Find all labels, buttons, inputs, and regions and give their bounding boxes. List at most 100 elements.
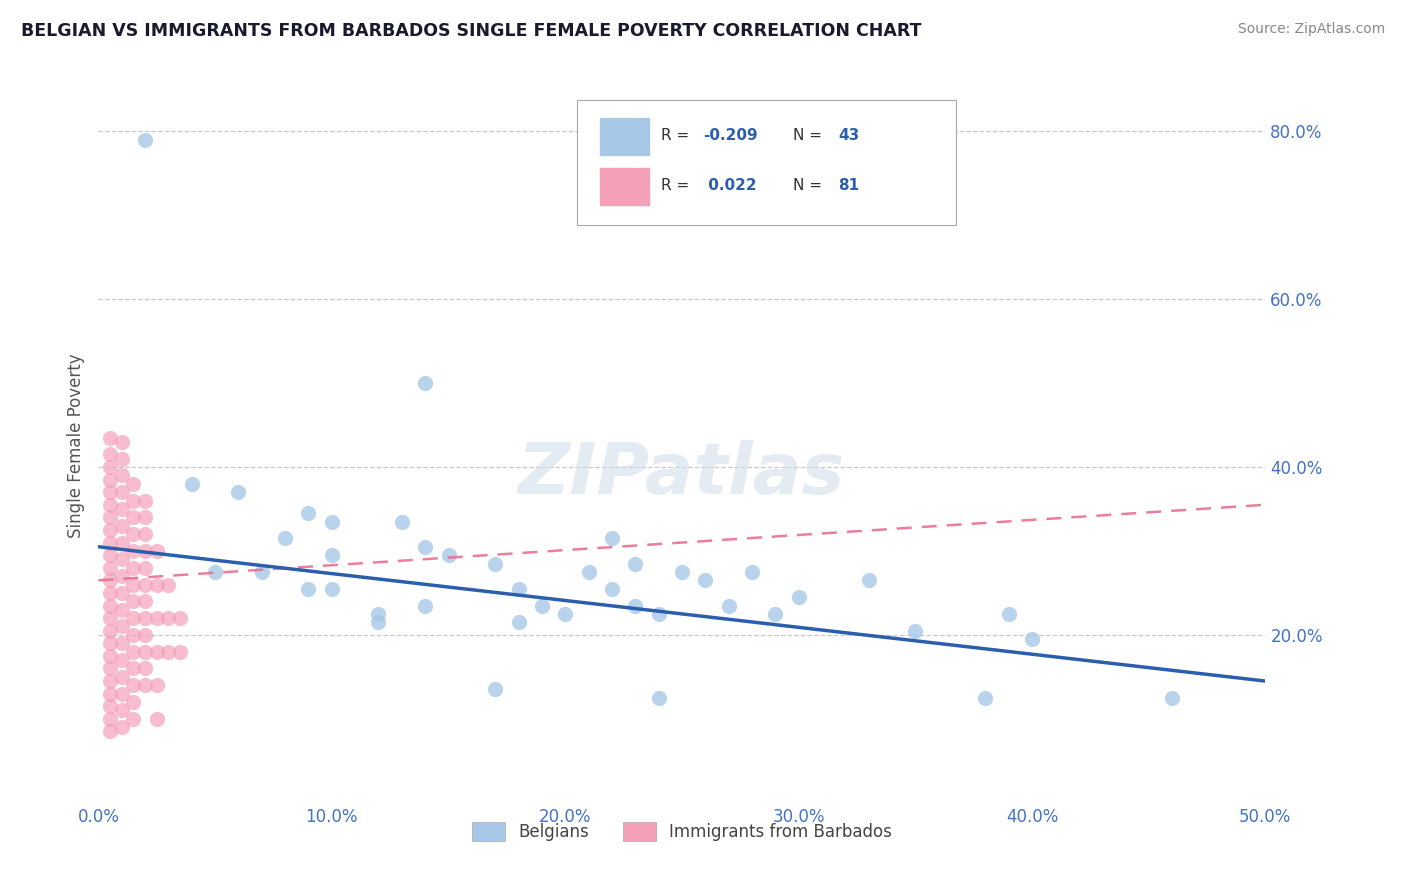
Point bbox=[122, 695, 145, 709]
Point bbox=[134, 132, 156, 146]
Point bbox=[111, 619, 134, 633]
Point bbox=[624, 557, 647, 571]
Point bbox=[98, 485, 121, 500]
Point bbox=[98, 661, 121, 675]
Point bbox=[111, 569, 134, 583]
Text: N =: N = bbox=[793, 178, 821, 193]
Point bbox=[146, 577, 169, 591]
Point bbox=[122, 661, 145, 675]
Point bbox=[1161, 690, 1184, 705]
Point bbox=[134, 493, 156, 508]
Point bbox=[98, 724, 121, 739]
Point bbox=[111, 720, 134, 734]
Point bbox=[600, 582, 623, 596]
Point bbox=[437, 548, 460, 562]
Point bbox=[134, 678, 156, 692]
Legend: Belgians, Immigrants from Barbados: Belgians, Immigrants from Barbados bbox=[465, 815, 898, 848]
Point bbox=[111, 703, 134, 717]
Point bbox=[134, 628, 156, 642]
Point bbox=[297, 582, 319, 596]
Point bbox=[695, 574, 717, 588]
Point bbox=[111, 518, 134, 533]
Point bbox=[122, 510, 145, 524]
Point bbox=[204, 565, 226, 579]
Point bbox=[111, 636, 134, 650]
Point bbox=[169, 611, 191, 625]
Point bbox=[508, 615, 530, 630]
Point bbox=[122, 493, 145, 508]
Point bbox=[321, 515, 343, 529]
Point bbox=[146, 678, 169, 692]
Point bbox=[98, 510, 121, 524]
Point bbox=[122, 560, 145, 574]
Point bbox=[111, 653, 134, 667]
Point bbox=[111, 552, 134, 566]
Point bbox=[997, 607, 1019, 621]
Point bbox=[111, 434, 134, 449]
Point bbox=[858, 574, 880, 588]
Point bbox=[98, 473, 121, 487]
Point bbox=[647, 690, 669, 705]
Point bbox=[157, 611, 180, 625]
Point bbox=[98, 447, 121, 461]
Point bbox=[98, 648, 121, 663]
Point bbox=[578, 565, 600, 579]
Point bbox=[484, 682, 506, 697]
Point bbox=[274, 532, 297, 546]
Point bbox=[98, 712, 121, 726]
Point bbox=[146, 645, 169, 659]
Point bbox=[134, 577, 156, 591]
Point bbox=[134, 510, 156, 524]
Point bbox=[413, 599, 436, 613]
Point bbox=[111, 502, 134, 516]
Point bbox=[122, 712, 145, 726]
Point bbox=[122, 544, 145, 558]
FancyBboxPatch shape bbox=[576, 100, 956, 225]
Point bbox=[146, 611, 169, 625]
Point bbox=[321, 582, 343, 596]
Point bbox=[974, 690, 997, 705]
Point bbox=[98, 687, 121, 701]
Point bbox=[600, 532, 623, 546]
Point bbox=[297, 506, 319, 520]
Point bbox=[134, 661, 156, 675]
Point bbox=[122, 476, 145, 491]
Point bbox=[671, 565, 693, 579]
Point bbox=[146, 712, 169, 726]
Text: -0.209: -0.209 bbox=[703, 128, 758, 143]
Point bbox=[647, 607, 669, 621]
FancyBboxPatch shape bbox=[600, 118, 650, 155]
Text: Source: ZipAtlas.com: Source: ZipAtlas.com bbox=[1237, 22, 1385, 37]
Text: R =: R = bbox=[661, 128, 689, 143]
Point bbox=[98, 599, 121, 613]
Point bbox=[787, 590, 810, 604]
Point bbox=[624, 599, 647, 613]
Point bbox=[250, 565, 273, 579]
Text: 81: 81 bbox=[838, 178, 859, 193]
Point bbox=[122, 678, 145, 692]
Point bbox=[180, 476, 202, 491]
Point bbox=[321, 548, 343, 562]
Point bbox=[146, 544, 169, 558]
Point bbox=[122, 594, 145, 608]
Point bbox=[98, 574, 121, 588]
Point bbox=[98, 548, 121, 562]
Point bbox=[98, 460, 121, 475]
Point bbox=[717, 599, 740, 613]
Point bbox=[134, 560, 156, 574]
Point bbox=[122, 577, 145, 591]
Point bbox=[98, 674, 121, 689]
Text: 43: 43 bbox=[838, 128, 859, 143]
Point bbox=[367, 607, 389, 621]
Point bbox=[98, 636, 121, 650]
Point bbox=[98, 560, 121, 574]
Point bbox=[763, 607, 786, 621]
Point bbox=[111, 485, 134, 500]
Point bbox=[98, 431, 121, 445]
Point bbox=[98, 699, 121, 714]
Point bbox=[157, 645, 180, 659]
Point bbox=[98, 611, 121, 625]
Point bbox=[413, 540, 436, 554]
Point bbox=[134, 544, 156, 558]
Point bbox=[111, 535, 134, 549]
